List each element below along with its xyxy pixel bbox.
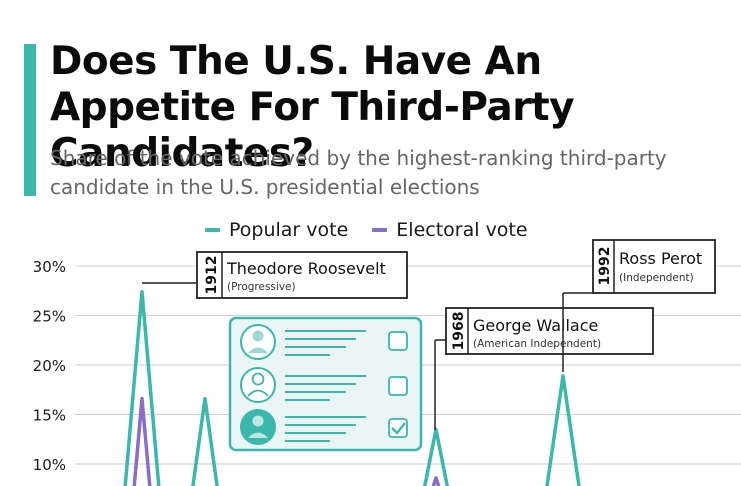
y-tick-label: 15%: [33, 407, 66, 425]
electoral-vote-peak: [431, 476, 441, 486]
checkmark-icon: [391, 422, 406, 435]
annotation-party: (Independent): [619, 272, 694, 284]
user-avatar-icon: [240, 324, 276, 360]
avatar-body: [248, 432, 268, 438]
avatar-body: [248, 347, 268, 353]
annotation-name: Theodore Roosevelt: [226, 259, 386, 278]
title-accent-bar: [24, 44, 36, 196]
legend-label-popular: Popular vote: [229, 219, 349, 241]
annotation-box: [196, 251, 408, 299]
popular-vote-peak: [191, 396, 219, 486]
checkbox-icon: [388, 376, 408, 396]
legend-label-electoral: Electoral vote: [396, 219, 528, 241]
annotation-1912: 1912 Theodore Roosevelt (Progressive): [142, 251, 408, 299]
legend-item-popular: Popular vote: [205, 219, 348, 241]
page-title: Does The U.S. Have An Appetite For Third…: [50, 39, 575, 176]
ballot-card-illustration: [228, 316, 423, 452]
popular-vote-peak: [123, 289, 161, 486]
user-avatar-icon: [240, 409, 276, 445]
avatar-head: [252, 330, 264, 342]
popular-vote-peak: [422, 427, 450, 486]
avatar-head: [251, 372, 265, 386]
y-tick-label: 30%: [33, 258, 66, 276]
annotation-party: (American Independent): [473, 338, 601, 350]
chart-legend: Popular vote Electoral vote: [205, 219, 528, 241]
annotation-party: (Progressive): [227, 281, 296, 293]
annotation-1968: 1968 George Wallace (American Independen…: [434, 307, 654, 430]
checkbox-icon: [388, 331, 408, 351]
annotation-year: 1968: [451, 312, 467, 351]
page-subtitle: Share of the vote achieved by the highes…: [50, 146, 667, 199]
annotation-name: George Wallace: [473, 316, 598, 335]
legend-swatch-popular: [205, 228, 220, 232]
annotation-box: [445, 307, 654, 355]
electoral-vote-peak: [132, 396, 152, 486]
checkbox-icon: [388, 418, 408, 438]
annotation-year: 1912: [204, 256, 220, 295]
series-layer: [123, 289, 581, 486]
annotation-1992: 1992 Ross Perot (Independent): [562, 239, 716, 372]
y-tick-label: 10%: [33, 456, 66, 474]
annotation-name: Ross Perot: [619, 249, 702, 268]
y-tick-label: 25%: [33, 308, 66, 326]
legend-swatch-electoral: [372, 228, 388, 232]
popular-vote-peak: [545, 374, 581, 486]
ballot-row-1: [240, 324, 408, 360]
legend-item-electoral: Electoral vote: [372, 219, 528, 241]
annotation-year: 1992: [597, 247, 613, 286]
ballot-row-2: [240, 367, 408, 403]
ballot-row-3: [240, 409, 408, 445]
avatar-head: [252, 415, 264, 427]
y-tick-label: 20%: [33, 357, 66, 375]
avatar-body: [247, 389, 269, 397]
